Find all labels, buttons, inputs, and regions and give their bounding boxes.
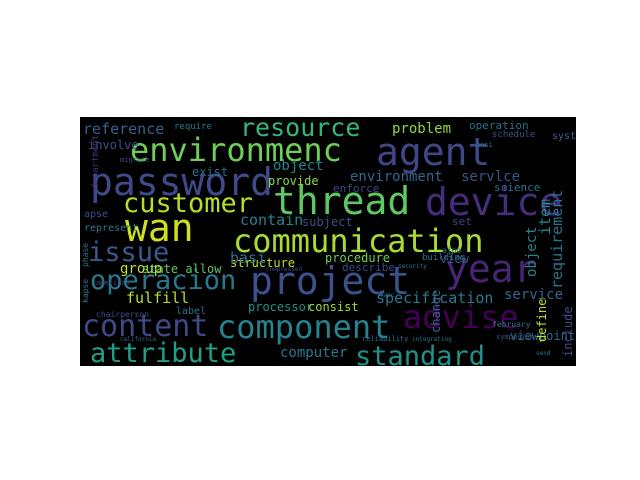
word-standard: standard <box>355 341 485 366</box>
word-ajpo: building <box>422 253 465 263</box>
word-wan: wan <box>125 206 194 250</box>
word-cloud-svg: resource environmenc agent password thre… <box>81 117 576 366</box>
word-contain: science <box>494 181 540 194</box>
word-basi: structure <box>230 256 295 270</box>
word-project: project <box>250 259 410 303</box>
word-february: american <box>96 279 130 287</box>
word-security: integrating <box>412 336 452 343</box>
word-password: password <box>90 160 273 204</box>
word-symposium: nasc <box>380 292 395 299</box>
word-environmenc: environmenc <box>130 131 342 169</box>
word-group: subject <box>302 215 353 229</box>
word-consist: processor <box>248 300 313 314</box>
word-attribute: attribute <box>90 338 236 366</box>
word-communication: communication <box>233 222 483 260</box>
word-reference: reference <box>83 120 164 138</box>
word-structure: group <box>120 261 162 277</box>
word-fulfill: state allow <box>142 262 222 276</box>
word-provide: object <box>273 158 324 174</box>
word-system: schedule <box>492 130 535 140</box>
word-advise: advise <box>403 298 519 336</box>
word-send: ajpo <box>442 246 461 255</box>
word-content: content <box>82 309 208 344</box>
word-viewpoint: computer <box>280 345 347 361</box>
word-nasc: february <box>492 320 531 329</box>
word-customer: customer <box>123 188 253 219</box>
word-integrating: reliability <box>362 335 408 343</box>
word-kapse: kapse <box>81 279 90 303</box>
word-proceedings: send <box>536 350 551 357</box>
word-schedule: department <box>91 135 101 189</box>
word-compressed: security <box>398 263 427 270</box>
word-building: california <box>120 336 157 343</box>
word-migrate: require <box>174 122 212 132</box>
word-exist: include <box>561 306 575 357</box>
word-describe: procedure <box>325 251 390 265</box>
word-require: set <box>452 215 472 228</box>
word-item: item <box>536 199 554 235</box>
word-service: service <box>504 287 563 303</box>
word-represent: apse <box>84 209 108 220</box>
word-specification: fulfill <box>126 289 189 307</box>
word-operacion: operacion <box>90 265 236 296</box>
word-apse: involve <box>88 138 139 152</box>
word-procedure: basi <box>230 249 266 267</box>
word-object: object <box>524 226 540 277</box>
word-device: device <box>425 180 562 224</box>
word-phase: phase <box>81 243 90 267</box>
word-reliability: symposium <box>496 333 534 341</box>
word-label: represent <box>84 223 138 234</box>
word-american: chairperson <box>96 310 149 319</box>
word-computer: consist <box>308 300 359 314</box>
word-include: define <box>535 299 549 342</box>
word-view: describe <box>342 261 395 274</box>
word-operation: operation <box>469 119 529 132</box>
word-define: viewpoint <box>510 329 575 343</box>
word-change: label <box>176 306 206 317</box>
word-science: enforce <box>333 182 379 195</box>
word-resource: resource <box>240 117 360 142</box>
word-enforce: provide <box>268 174 319 188</box>
word-thread: thread <box>273 179 410 223</box>
word-environment: environment <box>350 169 443 185</box>
word-requirement: requirement <box>548 190 566 289</box>
word-issue: issue <box>88 237 169 268</box>
word-set: change <box>429 290 443 333</box>
word-state-allow: view <box>440 252 470 266</box>
word-chairperson: ansi <box>476 141 493 149</box>
word-ansi: system <box>552 131 576 142</box>
word-processor: specification <box>376 289 493 307</box>
word-agent: agent <box>376 130 490 174</box>
word-department: migrate <box>120 156 150 164</box>
word-subject: contain <box>240 211 303 229</box>
word-involve: exist <box>192 165 228 179</box>
word-component: component <box>217 308 390 346</box>
word-california: compressed <box>266 266 303 273</box>
word-year: year <box>445 247 537 291</box>
word-cloud-canvas: resource environmenc agent password thre… <box>80 117 576 366</box>
word-servlce: servlce <box>461 169 520 185</box>
word-problem: problem <box>392 121 451 137</box>
